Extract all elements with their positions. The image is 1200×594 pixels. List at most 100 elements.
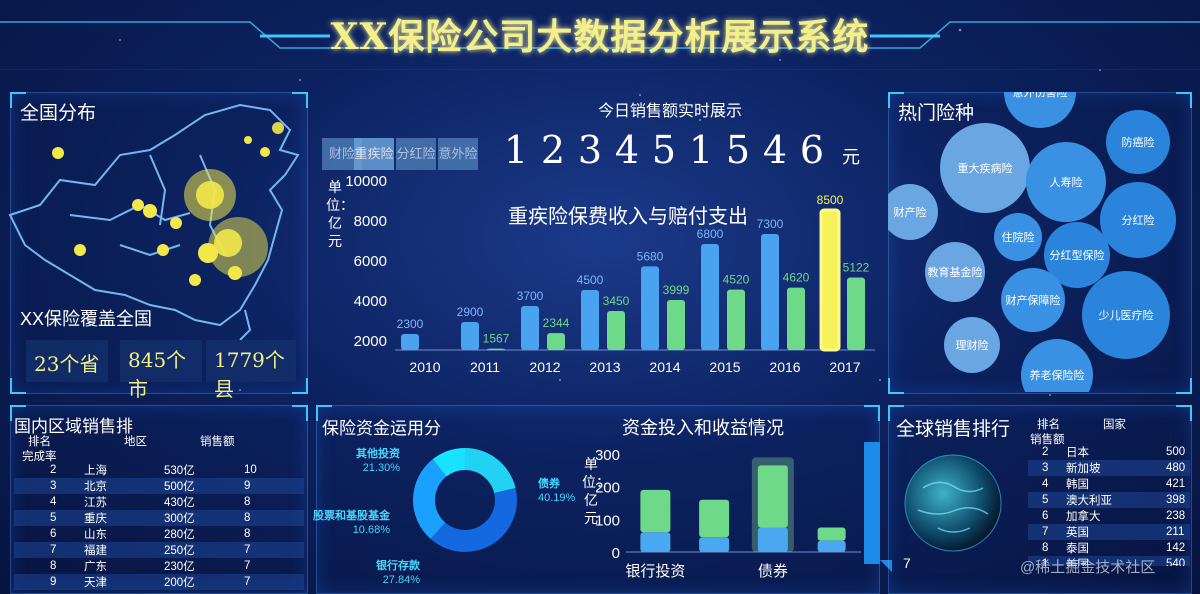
bar-claims[interactable] [847, 277, 865, 350]
table-cell: 8 [244, 496, 251, 508]
donut-slice-value: 27.84% [383, 574, 421, 586]
bar-return[interactable] [699, 499, 730, 538]
bar-premium[interactable] [641, 266, 659, 350]
bar-claims-label: 2344 [543, 316, 570, 330]
bar-claims[interactable] [727, 289, 745, 350]
table-row: 7 英国 211 [1028, 524, 1190, 540]
bar-premium-label: 5680 [637, 249, 664, 263]
bar-premium[interactable] [581, 290, 599, 350]
table-row: 5 澳大利亚 398 [1028, 492, 1190, 508]
y-tick-label: 200 [596, 480, 620, 497]
bubble-insurance-type[interactable]: 少儿医疗险 [1082, 271, 1170, 359]
bar-premium[interactable] [701, 244, 719, 350]
table-row: 7 福建 250亿 7 [14, 542, 304, 558]
y-tick-label: 2000 [354, 333, 387, 350]
bar-claims[interactable] [667, 300, 685, 350]
bubble-insurance-type[interactable]: 养老保险险 [1021, 339, 1093, 392]
bar-premium[interactable] [521, 306, 539, 350]
donut-slice[interactable] [465, 448, 516, 494]
realtime-title: 今日销售额实时展示 [597, 103, 742, 120]
donut-slice[interactable] [413, 459, 447, 540]
table-cell: 2 [1042, 446, 1049, 458]
bar-claims[interactable] [547, 333, 565, 350]
bubble-label: 住院险 [1001, 232, 1035, 244]
bar-premium-label: 8500 [817, 193, 844, 207]
bar-claims[interactable] [787, 287, 805, 350]
main-bar-chart[interactable]: 2000 4000 6000 8000 10000 2010 2300 2011 2900 156… [340, 170, 880, 380]
donut-slice-name: 股票和基股基金 [313, 508, 391, 522]
bar-premium[interactable] [461, 322, 479, 350]
bubble-insurance-type[interactable]: 教育基金险 [925, 242, 985, 302]
table-cell: 430亿 [164, 497, 195, 509]
bar-claims[interactable] [607, 311, 625, 350]
bar-premium[interactable] [761, 234, 779, 350]
bar-investment[interactable] [757, 527, 788, 553]
bubble-insurance-type[interactable]: 财产险 [888, 184, 938, 240]
x-tick-label: 2010 [409, 359, 440, 375]
china-map[interactable] [0, 95, 310, 345]
region-table-wrap[interactable]: 2 上海 530亿 10 3 北京 500亿 9 4 江苏 430亿 8 5 重庆 300亿 8 6 山东 280亿… [14, 462, 304, 592]
stat-cities: 845个市 [128, 348, 187, 401]
bubble-insurance-type[interactable]: 人寿险 [1026, 142, 1106, 222]
table-cell: 6 [1042, 510, 1049, 522]
bar-premium-label: 2900 [457, 305, 484, 319]
table-cell: 10 [14, 590, 84, 592]
corner-decoration [10, 378, 26, 394]
table-cell: 9 [14, 574, 84, 590]
sales-digit: 5 [651, 128, 677, 172]
table-cell: 泰国 [1066, 543, 1089, 555]
bar-premium[interactable] [819, 208, 841, 352]
table-row: 1 美国 540 [1028, 556, 1190, 566]
corner-decoration [292, 405, 308, 421]
bubble-insurance-type[interactable]: 防癌险 [1106, 110, 1170, 174]
x-tick-label: 2011 [470, 359, 500, 375]
donut-slice-name: 其他投资 [356, 446, 400, 460]
table-cell: 7 [244, 590, 304, 592]
bar-return[interactable] [817, 527, 846, 541]
bubble-insurance-type[interactable]: 分红险 [1100, 182, 1176, 258]
table-row: 10黑龙江179亿7 [14, 590, 304, 592]
table-cell: 8 [244, 510, 304, 526]
bubble-insurance-type[interactable]: 理财险 [944, 317, 1000, 373]
tab-dividend-insurance[interactable]: 分红险 [396, 138, 436, 170]
table-cell: 8 [1042, 542, 1049, 554]
table-row: 2 上海 530亿 10 [14, 462, 304, 478]
bar-claims-label: 3999 [663, 283, 690, 297]
invest-side-bar [864, 442, 880, 564]
table-row: 8 广东 230亿 7 [14, 558, 304, 574]
sales-unit: 元 [842, 147, 860, 167]
donut-slice[interactable] [432, 448, 465, 477]
bar-investment[interactable] [817, 540, 846, 552]
table-row: 3 北京 500亿 9 [14, 478, 304, 494]
bar-premium-label: 4500 [577, 273, 604, 287]
table-cell: 500亿 [164, 478, 244, 494]
table-cell: 黑龙江 [84, 590, 164, 592]
fund-donut-chart[interactable]: 其他投资 21.30% 债券 40.19% 银行存款 27.84% 股票和基股基金 10.68… [310, 435, 600, 590]
table-cell: 2 [50, 464, 57, 476]
bubble-label: 人寿险 [1049, 177, 1083, 189]
bar-return[interactable] [757, 465, 788, 528]
bubble-insurance-type[interactable]: 财产保障险 [1001, 268, 1065, 332]
corner-decoration [864, 405, 880, 421]
bubble-label: 教育基金险 [927, 267, 983, 279]
bar-claims[interactable] [487, 348, 505, 350]
bubble-insurance-type[interactable]: 重大疾病险 [940, 123, 1030, 213]
global-table-wrap[interactable]: 2 日本 500 3 新加坡 480 4 韩国 421 5 澳大利亚 398 6 加拿大 238 7 英国 211… [1028, 444, 1190, 566]
bar-investment[interactable] [640, 532, 671, 552]
tab-accident-insurance[interactable]: 意外险 [438, 138, 478, 170]
table-cell: 7 [14, 542, 84, 558]
region-header-rate: 完成率 [22, 451, 57, 463]
invest-bar-chart[interactable]: 0 100 200 300 银行投资 债券 [596, 440, 866, 585]
stat-counties: 1779个县 [214, 348, 285, 401]
bar-return[interactable] [640, 489, 671, 533]
donut-slice[interactable] [430, 488, 517, 552]
donut-slice-value: 21.30% [363, 462, 401, 474]
y-tick-label: 0 [612, 545, 620, 562]
bubble-insurance-type[interactable]: 住院险 [994, 213, 1042, 261]
tab-critical-illness[interactable]: 重疾险 [354, 138, 394, 170]
global-header-rank: 排名 [1037, 419, 1060, 431]
bar-premium[interactable] [401, 334, 419, 350]
table-cell: 10 [244, 464, 257, 476]
stat-box: 23个省 [26, 340, 108, 382]
bar-investment[interactable] [699, 537, 730, 552]
